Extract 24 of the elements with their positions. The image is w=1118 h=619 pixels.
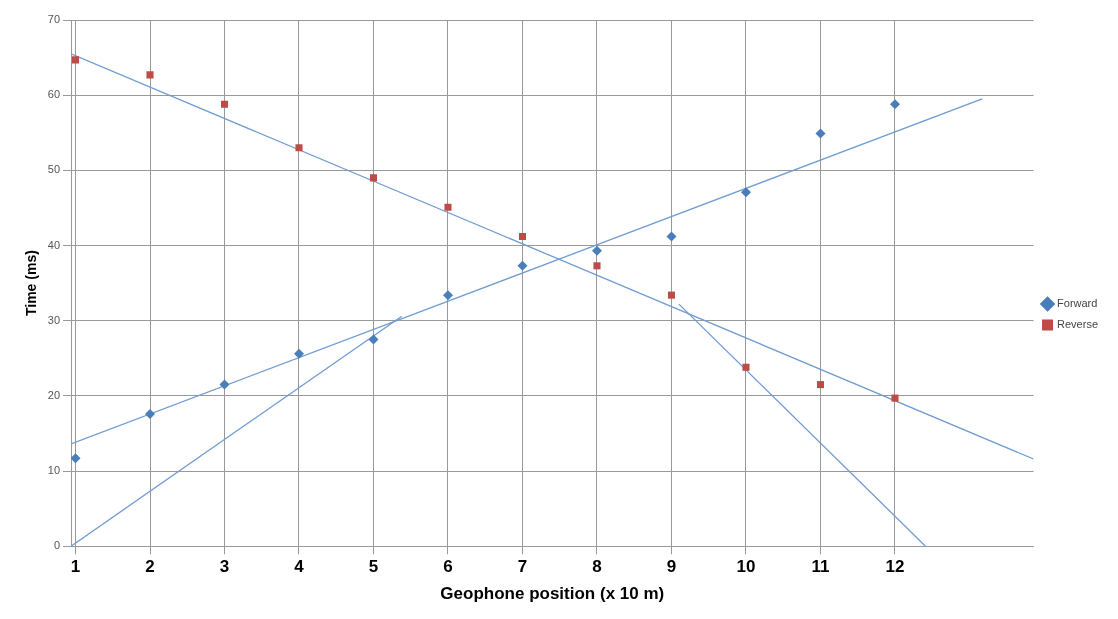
y-tick-label: 60: [47, 88, 61, 101]
x-tick-label: 1: [70, 557, 81, 577]
y-tick-label: 0: [53, 539, 61, 552]
x-tick-label: 11: [811, 557, 830, 577]
x-tick-label: 8: [592, 557, 602, 577]
y-tick-label: 30: [47, 313, 61, 326]
x-tick-label: 4: [294, 557, 305, 577]
y-tick-label: 10: [47, 464, 61, 477]
y-tick-label: 50: [47, 163, 61, 176]
y-tick-label: 20: [47, 388, 61, 401]
x-tick-label: 2: [145, 557, 155, 577]
x-tick-label: 7: [517, 557, 528, 577]
x-tick-label: 9: [666, 557, 677, 577]
y-tick-label: 70: [47, 13, 61, 26]
x-tick-label: 3: [219, 557, 230, 577]
x-tick-label: 10: [736, 557, 756, 577]
legend-label: Reverse: [1057, 318, 1099, 331]
y-tick-label: 40: [47, 238, 61, 251]
x-tick-label: 5: [368, 557, 379, 577]
legend-label: Forward: [1057, 297, 1098, 310]
y-axis-title: Time (ms): [23, 250, 40, 317]
x-axis-title: Geophone position (x 10 m): [440, 584, 665, 604]
x-tick-label: 12: [885, 557, 905, 577]
x-tick-label: 6: [443, 557, 453, 577]
